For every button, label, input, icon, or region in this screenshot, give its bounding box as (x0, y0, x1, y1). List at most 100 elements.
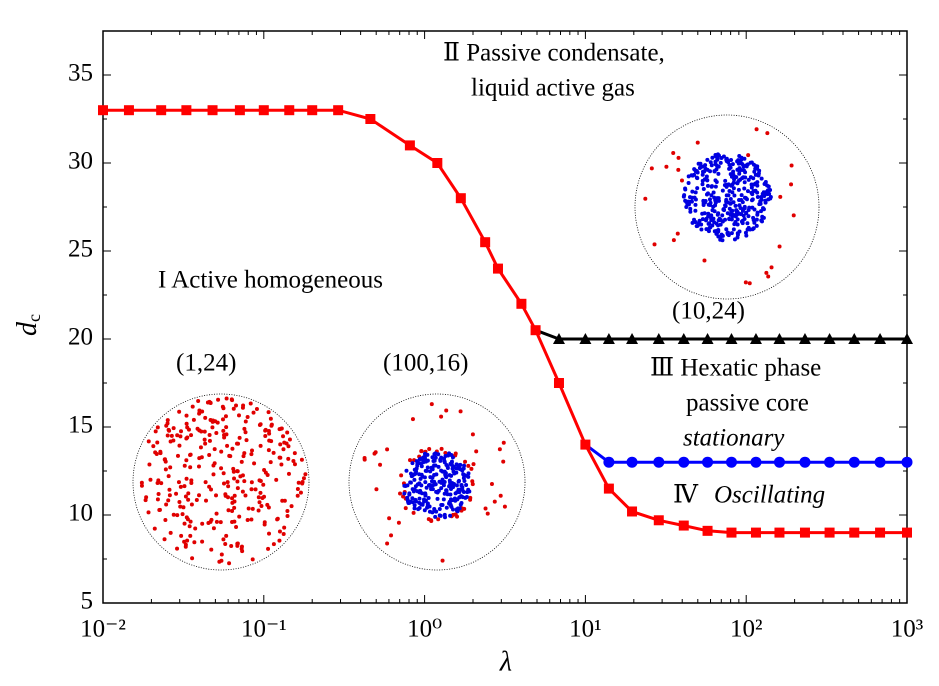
particle (703, 163, 708, 168)
marker (579, 333, 592, 344)
particle (461, 490, 466, 495)
particle (263, 427, 268, 432)
particle (735, 217, 740, 222)
particle (244, 438, 249, 443)
particle (426, 495, 431, 500)
marker (848, 456, 860, 468)
particle (439, 455, 444, 460)
particle (455, 509, 460, 514)
particle (726, 193, 731, 198)
particle (249, 480, 254, 485)
particle (254, 407, 259, 412)
particle (693, 208, 698, 213)
marker (602, 333, 615, 344)
particle (760, 214, 765, 219)
particle (190, 556, 195, 561)
particle (765, 188, 770, 193)
particle (189, 502, 194, 507)
particle (219, 466, 224, 471)
particle (415, 462, 420, 467)
particle (374, 487, 379, 492)
particle (210, 425, 215, 430)
particle (258, 443, 263, 448)
particle (675, 231, 680, 236)
particle (249, 452, 254, 457)
particle (709, 213, 714, 218)
particle (405, 495, 410, 500)
particle (212, 447, 217, 452)
particle (676, 167, 681, 172)
marker (799, 456, 811, 468)
marker (432, 158, 443, 168)
particle (461, 472, 466, 477)
particle (766, 274, 771, 279)
particle (155, 440, 160, 445)
particle (718, 160, 723, 165)
particle (740, 162, 745, 167)
y-axis-label: dc (12, 314, 44, 336)
particle (737, 171, 742, 176)
particle (729, 231, 734, 236)
particle (447, 483, 452, 488)
particle (769, 265, 774, 270)
particle (184, 458, 189, 463)
particle (214, 493, 219, 498)
particle (697, 166, 702, 171)
particle (410, 461, 415, 466)
particle (188, 452, 193, 457)
particle (182, 484, 187, 489)
particle (414, 459, 419, 464)
particle (300, 481, 305, 486)
particle (697, 218, 702, 223)
particle (728, 201, 733, 206)
particle (412, 506, 417, 511)
particle (189, 481, 194, 486)
particle (711, 216, 716, 221)
particle (719, 232, 724, 237)
particle (427, 509, 432, 514)
particle (422, 508, 427, 513)
particle (248, 401, 253, 406)
particle (211, 463, 216, 468)
particle (714, 231, 719, 236)
particle (249, 517, 254, 522)
particle (206, 520, 211, 525)
particle (731, 186, 736, 191)
particle (743, 230, 748, 235)
particle (407, 500, 412, 505)
particle (502, 504, 507, 509)
particle (403, 484, 408, 489)
particle (230, 446, 235, 451)
particle (285, 430, 290, 435)
particle (411, 510, 416, 515)
particle (242, 426, 247, 431)
particle (739, 155, 744, 160)
particle (148, 477, 153, 482)
particle (175, 546, 180, 551)
particle (225, 480, 230, 485)
particle (498, 493, 503, 498)
particle (643, 196, 648, 201)
particle (188, 519, 193, 524)
particle (427, 504, 432, 509)
particle (752, 220, 757, 225)
particle (258, 490, 263, 495)
particle (237, 514, 242, 519)
particle (207, 432, 212, 437)
particle (257, 478, 262, 483)
particle (289, 504, 294, 509)
marker (580, 439, 591, 450)
particle (211, 526, 216, 531)
annotation: stationary (683, 425, 785, 452)
particle (207, 399, 212, 404)
particle (258, 422, 263, 427)
particle (759, 209, 764, 214)
marker (848, 333, 861, 344)
particle (219, 552, 224, 557)
particle (465, 473, 470, 478)
particle (179, 533, 184, 538)
particle (439, 486, 444, 491)
particle (291, 459, 296, 464)
particle (230, 500, 235, 505)
